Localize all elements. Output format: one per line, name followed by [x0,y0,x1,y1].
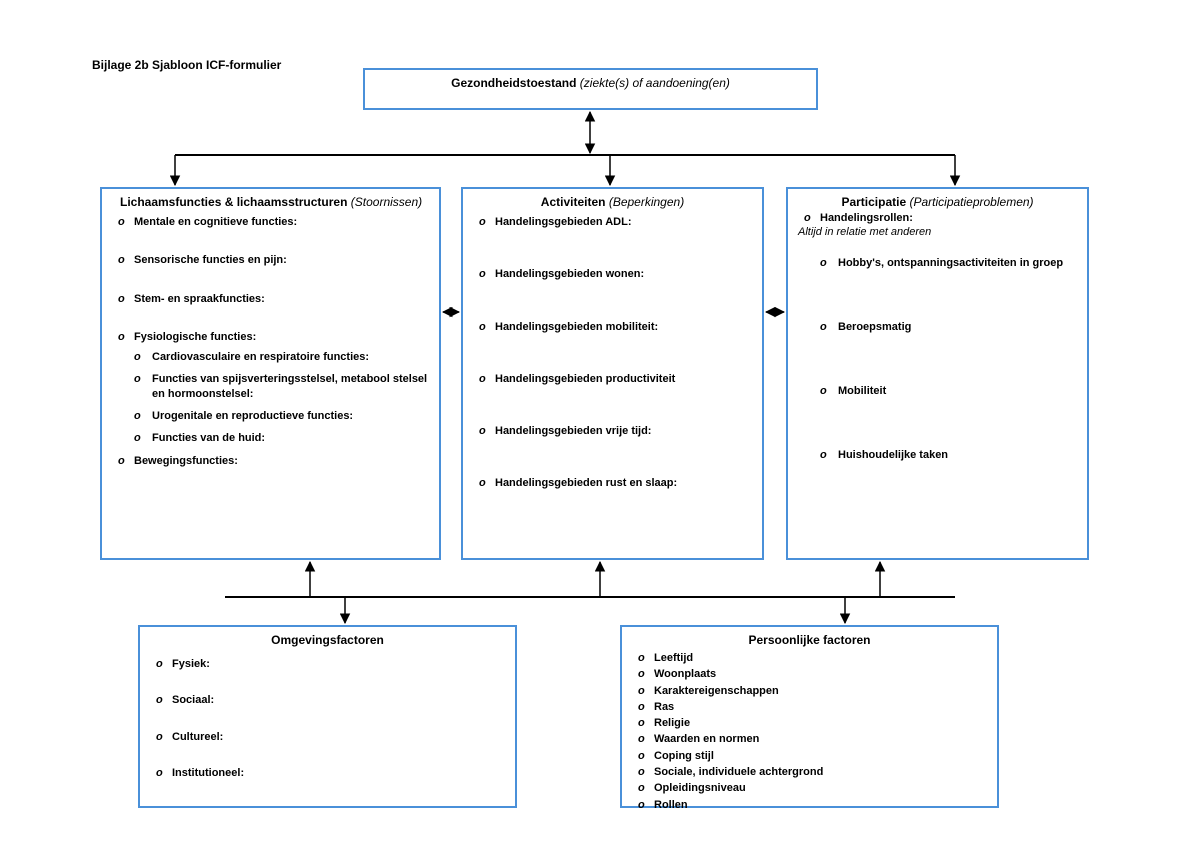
env-title: Omgevingsfactoren [150,633,505,647]
box-body-functions: Lichaamsfuncties & lichaamsstructuren (S… [100,187,441,560]
env-item: Cultureel: [150,730,505,744]
env-item: Fysiek: [150,657,505,671]
pers-item: Opleidingsniveau [632,781,987,795]
par-item: Huishoudelijke taken [798,448,1077,462]
activities-title: Activiteiten (Beperkingen) [473,195,752,209]
act-title-text: Activiteiten [541,195,606,209]
par-heading-list: Handelingsrollen: Altijd in relatie met … [798,211,1077,240]
bf-last-list: Bewegingsfuncties: [112,454,429,468]
box-health-condition: Gezondheidstoestand (ziekte(s) of aandoe… [363,68,818,110]
env-item: Institutioneel: [150,766,505,780]
health-title-text: Gezondheidstoestand [451,76,576,90]
box-activities: Activiteiten (Beperkingen) Handelingsgeb… [461,187,764,560]
bf-subitem: Cardiovasculaire en respiratoire functie… [112,350,429,364]
box-environment: Omgevingsfactoren Fysiek: Sociaal: Cultu… [138,625,517,808]
pers-item: Karaktereigenschappen [632,684,987,698]
bf-list: Mentale en cognitieve functies: Sensoris… [112,215,429,344]
par-heading: Handelingsrollen: [798,211,1077,225]
body-functions-title: Lichaamsfuncties & lichaamsstructuren (S… [112,195,429,209]
act-item: Handelingsgebieden productiviteit [473,372,752,386]
act-item: Handelingsgebieden ADL: [473,215,752,229]
env-list: Fysiek: Sociaal: Cultureel: Institutione… [150,657,505,780]
page-title: Bijlage 2b Sjabloon ICF-formulier [92,58,281,72]
bf-subitem: Functies van spijsverteringsstelsel, met… [112,372,429,401]
bf-item: Sensorische functies en pijn: [112,253,429,267]
pers-item: Sociale, individuele achtergrond [632,765,987,779]
par-item: Beroepsmatig [798,320,1077,334]
health-subtitle: (ziekte(s) of aandoening(en) [580,76,730,90]
pers-item: Religie [632,716,987,730]
bf-item: Stem- en spraakfuncties: [112,292,429,306]
env-item: Sociaal: [150,693,505,707]
par-note: Altijd in relatie met anderen [798,225,1077,239]
pers-item: Woonplaats [632,667,987,681]
pers-item: Coping stijl [632,749,987,763]
act-item: Handelingsgebieden vrije tijd: [473,424,752,438]
pers-item: Leeftijd [632,651,987,665]
act-item: Handelingsgebieden wonen: [473,267,752,281]
pers-title-text: Persoonlijke factoren [748,633,870,647]
par-item: Mobiliteit [798,384,1077,398]
bf-subtitle: (Stoornissen) [351,195,422,209]
bf-subitem: Functies van de huid: [112,431,429,445]
bf-last: Bewegingsfuncties: [112,454,429,468]
act-subtitle: (Beperkingen) [609,195,684,209]
bf-title-text: Lichaamsfuncties & lichaamsstructuren [120,195,347,209]
act-item: Handelingsgebieden rust en slaap: [473,476,752,490]
pers-item: Waarden en normen [632,732,987,746]
pers-item: Rollen [632,798,987,812]
par-title-text: Participatie [841,195,906,209]
health-condition-title: Gezondheidstoestand (ziekte(s) of aandoe… [375,76,806,90]
par-subtitle: (Participatieproblemen) [909,195,1033,209]
bf-item: Mentale en cognitieve functies: [112,215,429,229]
par-list: Hobby's, ontspanningsactiviteiten in gro… [798,256,1077,463]
act-list: Handelingsgebieden ADL: Handelingsgebied… [473,215,752,491]
env-title-text: Omgevingsfactoren [271,633,384,647]
pers-title: Persoonlijke factoren [632,633,987,647]
pers-list: Leeftijd Woonplaats Karaktereigenschappe… [632,651,987,812]
bf-subitem: Urogenitale en reproductieve functies: [112,409,429,423]
participation-title: Participatie (Participatieproblemen) [798,195,1077,209]
act-item: Handelingsgebieden mobiliteit: [473,320,752,334]
bf-item: Fysiologische functies: [112,330,429,344]
box-participation: Participatie (Participatieproblemen) Han… [786,187,1089,560]
par-item: Hobby's, ontspanningsactiviteiten in gro… [798,256,1077,270]
box-personal: Persoonlijke factoren Leeftijd Woonplaat… [620,625,999,808]
bf-sublist: Cardiovasculaire en respiratoire functie… [112,350,429,445]
pers-item: Ras [632,700,987,714]
